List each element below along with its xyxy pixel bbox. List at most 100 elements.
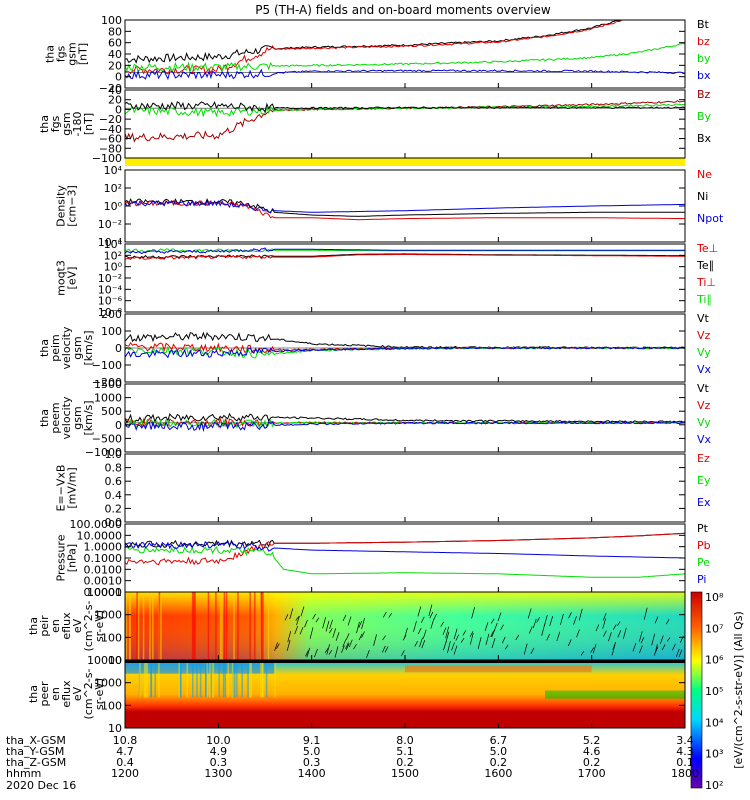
y-tick-label: 60 [108, 37, 122, 50]
y-axis-label: [km/s] [82, 400, 95, 435]
heatmap-streak [654, 616, 659, 624]
footer-value: 0.2 [490, 756, 508, 769]
y-tick-label: 10⁻² [98, 218, 122, 231]
footer-value: 0.2 [396, 756, 414, 769]
y-axis-label: eflux [60, 680, 73, 708]
heatmap-stripe [180, 660, 182, 698]
y-tick-label: 100 [101, 325, 122, 338]
y-tick-label: 0.8 [105, 462, 123, 475]
legend-entry: Vy [697, 416, 711, 429]
heatmap-streak [532, 618, 537, 629]
y-tick-label: 10⁰ [104, 261, 123, 274]
heatmap-stripe [224, 660, 226, 698]
heatmap-stripe [139, 660, 141, 698]
y-axis-label: eflux [60, 612, 73, 640]
heatmap-streak [654, 644, 658, 656]
y-axis-label: [km/s] [82, 330, 95, 365]
heatmap-streak [678, 649, 683, 657]
heatmap-streak [546, 633, 551, 641]
heatmap-streak [543, 614, 548, 626]
heatmap-stripe [241, 660, 243, 698]
y-tick-label: 100 [101, 14, 122, 27]
legend-entry: Ex [697, 496, 711, 509]
panel-frame [124, 89, 686, 159]
heatmap-streak [549, 616, 554, 627]
y-axis-label: en [49, 619, 62, 633]
heatmap-streak [568, 612, 572, 619]
heatmap-streak [284, 614, 289, 621]
heatmap-streak [493, 622, 498, 632]
heatmap-streak [296, 615, 300, 626]
heatmap-streak [334, 646, 339, 658]
heatmap-streak [580, 651, 585, 656]
heatmap-stripe [210, 660, 213, 698]
heatmap-streak [345, 642, 349, 649]
heatmap-streak [592, 644, 597, 654]
heatmap-streak [414, 641, 419, 647]
y-axis-label: [nPa] [66, 544, 79, 572]
y-tick-label: 0.0 [105, 516, 123, 529]
legend-entry: Te⊥ [696, 242, 718, 255]
heatmap-streak [612, 624, 617, 630]
y-tick-label: 10² [104, 249, 122, 262]
heatmap-streak [322, 617, 326, 629]
heatmap-stripe [236, 660, 238, 698]
heatmap-streak [576, 629, 580, 638]
colorbar-scale [690, 591, 703, 789]
series-line-Pe [124, 545, 686, 578]
y-tick-label: −20 [99, 113, 122, 126]
heatmap-stripe [221, 592, 223, 660]
heatmap-streak [417, 627, 422, 635]
heatmap-streak [413, 621, 417, 632]
footer-value: 9.1 [303, 734, 321, 747]
heatmap-streak [490, 618, 495, 624]
heatmap-stripe [249, 592, 251, 660]
y-tick-label: 0.2 [105, 502, 123, 515]
y-tick-label: 10⁻⁸ [98, 306, 123, 319]
heatmap-streak [602, 618, 607, 629]
y-axis-label: tha [27, 617, 40, 635]
y-axis-label: tha [38, 409, 51, 427]
colorbar-tick-label: 10² [705, 779, 723, 792]
heatmap-streak [603, 630, 607, 637]
footer-value: 4.7 [116, 745, 134, 758]
heatmap-streak [445, 631, 450, 643]
y-tick-label: 80 [108, 25, 122, 38]
series-line-Vx [124, 346, 686, 359]
legend-entry: Ne [697, 168, 712, 181]
heatmap-streak [361, 631, 365, 638]
heatmap-streak [666, 637, 671, 642]
heatmap-streak [640, 637, 645, 644]
heatmap-stripe [223, 592, 226, 660]
heatmap-streak [384, 646, 389, 653]
footer-ephemeris: tha_X-GSM 10.8 10.0 9.1 8.0 6.7 5.2 3.4 tha_Y-GS… [6, 734, 699, 792]
heatmap-streak [595, 624, 600, 632]
footer-row-label: tha_Z-GSM [6, 756, 66, 769]
series-line-Te⊥ [124, 254, 686, 260]
panel-frame [124, 523, 686, 593]
y-axis-label: Density [55, 185, 68, 227]
heatmap-streak [312, 613, 316, 620]
heatmap-stripe [218, 660, 221, 698]
heatmap-stripe [192, 660, 194, 698]
heatmap-streak [429, 611, 434, 619]
heatmap-stripe [149, 592, 151, 660]
legend-entry: Bt [697, 18, 710, 31]
heatmap-streak [299, 626, 304, 635]
y-tick-label: 10⁴ [104, 238, 123, 251]
colorbar-tick-label: 10⁵ [705, 685, 723, 698]
y-axis-label: sr-eV) [93, 610, 106, 642]
y-tick-label: 0 [115, 342, 122, 355]
heatmap-streak [529, 626, 533, 634]
y-tick-label: 10000 [87, 654, 122, 667]
heatmap-streak [497, 612, 502, 622]
heatmap-streak [611, 644, 616, 656]
heatmap-streak [485, 633, 490, 645]
heatmap-streak [274, 642, 278, 652]
y-tick-label: 0 [115, 103, 122, 116]
series-line-Bx [124, 100, 686, 113]
heatmap-stripe [150, 660, 153, 698]
heatmap-streak [484, 622, 489, 631]
